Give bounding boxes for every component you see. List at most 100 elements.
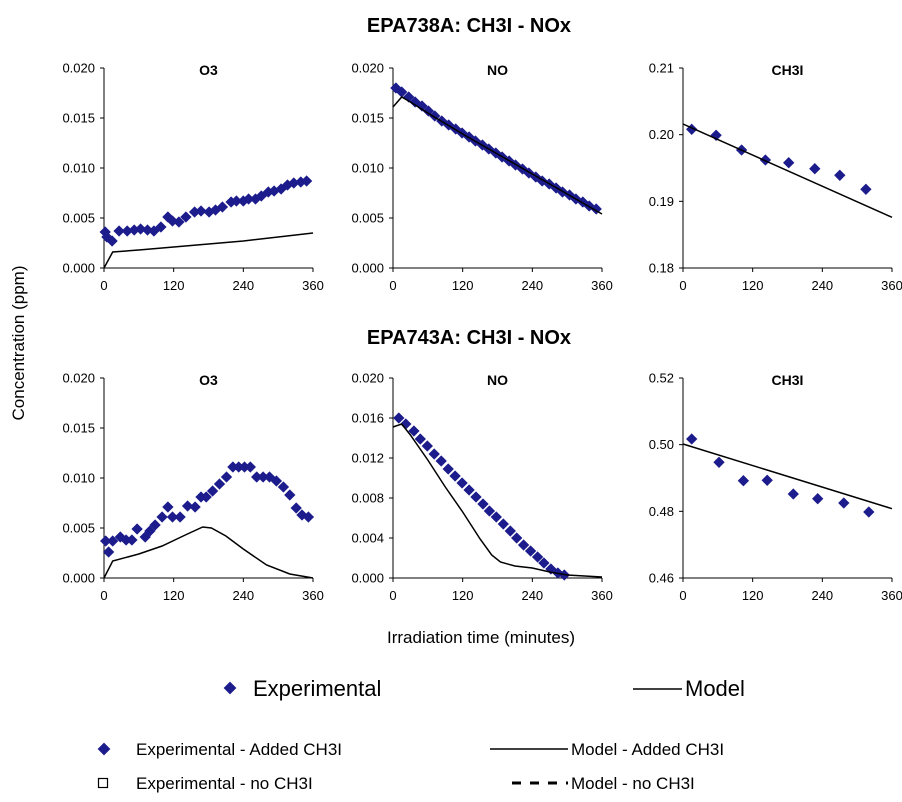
experimental-point xyxy=(230,195,243,207)
panel-title: NO xyxy=(487,372,508,388)
legend-experimental-marker xyxy=(223,681,237,695)
experimental-point xyxy=(166,511,179,523)
y-tick-label: 0.005 xyxy=(351,211,384,226)
y-tick-label: 0.18 xyxy=(649,261,674,276)
experimental-point xyxy=(517,539,530,551)
experimental-point xyxy=(812,493,824,505)
x-tick-label: 360 xyxy=(302,588,324,603)
experimental-point xyxy=(421,440,433,452)
panels: O3 0.000 0.005 0.010 0.015 0.020 0 120 240 360 NO 0… xyxy=(62,61,902,604)
experimental-point xyxy=(504,525,516,537)
experimental-point xyxy=(227,461,239,473)
y-tick-label: 0.015 xyxy=(62,111,95,126)
model-line xyxy=(392,96,603,215)
x-tick-label: 120 xyxy=(452,588,474,603)
x-tick-label: 120 xyxy=(452,278,474,293)
chart-panel-3: CH3I 0.18 0.19 0.20 0.21 0 120 240 360 xyxy=(649,61,902,294)
model-line xyxy=(103,526,314,579)
chart-panel-4: O3 0.000 0.005 0.010 0.015 0.020 0 120 240 360 xyxy=(62,371,323,604)
experimental-point xyxy=(531,551,544,563)
y-axis-label: Concentration (ppm) xyxy=(9,266,28,421)
y-tick-label: 0.19 xyxy=(649,194,674,209)
experimental-point xyxy=(174,511,186,523)
experimental-point xyxy=(195,205,207,217)
x-tick-label: 120 xyxy=(742,278,764,293)
panel-title: O3 xyxy=(199,372,218,388)
experimental-point xyxy=(242,193,255,205)
x-tick-label: 0 xyxy=(100,278,107,293)
y-tick-label: 0.010 xyxy=(62,471,95,486)
legend-model-no-label: Model - no CH3I xyxy=(571,774,695,793)
experimental-point xyxy=(126,534,138,546)
panel-title: CH3I xyxy=(772,372,804,388)
experimental-point xyxy=(288,177,300,189)
x-tick-label: 240 xyxy=(811,278,833,293)
legend-exp-no-label: Experimental - no CH3I xyxy=(136,774,313,793)
experimental-point xyxy=(238,461,251,473)
model-line xyxy=(682,123,893,218)
legend-model-added-label: Model - Added CH3I xyxy=(571,740,724,759)
y-tick-label: 0.004 xyxy=(351,531,384,546)
experimental-point xyxy=(220,471,233,483)
experimental-point xyxy=(300,175,313,187)
x-tick-label: 360 xyxy=(591,588,613,603)
y-tick-label: 0.020 xyxy=(62,371,95,386)
x-tick-label: 120 xyxy=(742,588,764,603)
experimental-point xyxy=(686,433,698,445)
experimental-point xyxy=(213,478,226,490)
y-tick-label: 0.005 xyxy=(62,521,95,536)
experimental-point xyxy=(162,501,174,513)
x-tick-label: 0 xyxy=(100,588,107,603)
experimental-point xyxy=(737,475,750,487)
y-tick-label: 0.21 xyxy=(649,61,674,76)
experimental-point xyxy=(233,461,245,473)
experimental-point xyxy=(244,461,256,473)
y-tick-label: 0.52 xyxy=(649,371,674,386)
y-tick-label: 0.020 xyxy=(351,371,384,386)
x-tick-label: 240 xyxy=(521,588,543,603)
model-line xyxy=(103,232,314,269)
y-tick-label: 0.000 xyxy=(351,571,384,586)
experimental-point xyxy=(206,485,219,497)
y-tick-label: 0.000 xyxy=(62,261,95,276)
experimental-point xyxy=(524,545,537,557)
y-tick-label: 0.005 xyxy=(62,211,95,226)
x-tick-label: 240 xyxy=(232,278,254,293)
experimental-point xyxy=(456,477,468,489)
y-tick-label: 0.48 xyxy=(649,504,674,519)
experimental-point xyxy=(284,489,296,501)
y-tick-label: 0.010 xyxy=(351,161,384,176)
experimental-point xyxy=(838,497,850,509)
experimental-point xyxy=(200,491,212,503)
y-tick-label: 0.015 xyxy=(351,111,384,126)
y-tick-label: 0.020 xyxy=(62,61,95,76)
experimental-point xyxy=(149,519,161,531)
y-tick-label: 0.000 xyxy=(62,571,95,586)
y-tick-label: 0.50 xyxy=(649,437,674,452)
experimental-point xyxy=(783,157,795,169)
experimental-point xyxy=(511,532,523,544)
legend: Experimental Model Experimental - Added … xyxy=(97,676,745,793)
experimental-point xyxy=(277,481,290,493)
y-tick-label: 0.010 xyxy=(62,161,95,176)
x-tick-label: 120 xyxy=(163,278,185,293)
experimental-point xyxy=(497,518,509,530)
legend-exp-no-marker xyxy=(97,777,109,789)
x-tick-label: 0 xyxy=(389,278,396,293)
experimental-point xyxy=(834,169,846,181)
legend-exp-added-label: Experimental - Added CH3I xyxy=(136,740,342,759)
experimental-point xyxy=(428,448,440,460)
experimental-point xyxy=(470,491,482,503)
y-tick-label: 0.008 xyxy=(351,491,384,506)
experimental-point xyxy=(809,163,821,175)
experimental-point xyxy=(181,500,194,512)
experimental-point xyxy=(787,488,799,500)
model-line xyxy=(392,423,603,578)
x-tick-label: 240 xyxy=(521,278,543,293)
experimental-point xyxy=(393,412,405,424)
experimental-point xyxy=(270,475,283,487)
chart-panel-5: NO 0.000 0.004 0.008 0.012 0.016 0.020 0 120 240 3… xyxy=(351,371,612,604)
experimental-point xyxy=(251,471,263,483)
x-tick-label: 240 xyxy=(232,588,254,603)
